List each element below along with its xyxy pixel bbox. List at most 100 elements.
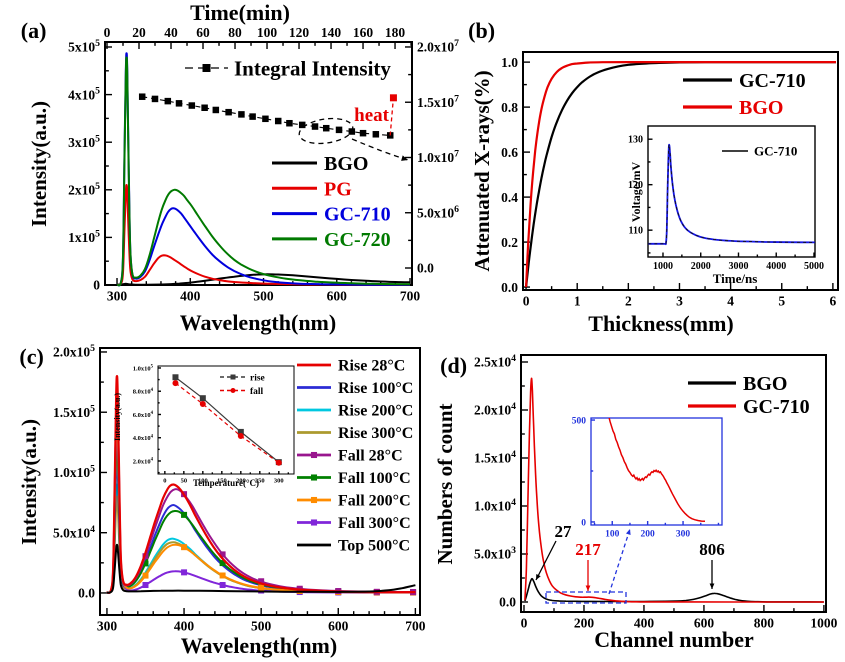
tick-label: 400 xyxy=(174,619,195,634)
series-gc-710-fit xyxy=(648,144,815,245)
tick-label: 60 xyxy=(196,25,210,40)
series-top-500c xyxy=(106,543,416,594)
tick-label: 400 xyxy=(180,289,201,304)
legend-label-rise-28-c: Rise 28°C xyxy=(338,358,405,375)
tick-label: 1.0x107 xyxy=(417,149,459,166)
legend-label-rise-200-c: Rise 200°C xyxy=(338,403,413,420)
series-fall xyxy=(172,380,282,466)
tick-label: 200 xyxy=(236,478,246,485)
tick-label: 1000 xyxy=(653,261,673,272)
series-line xyxy=(106,543,416,594)
tick-label: 0.8 xyxy=(501,100,518,115)
data-marker xyxy=(199,401,206,408)
legend-label-gc-710: GC-710 xyxy=(743,396,810,418)
tick-label: 4x105 xyxy=(68,86,100,103)
tick-label: 1.0x105 xyxy=(53,464,95,481)
panel-b-inset: 1000 2000 3000 4000 5000 110 120 130 Time/ns Volt… xyxy=(628,125,824,286)
plot-border xyxy=(157,365,295,475)
tick-label: 100 xyxy=(198,478,208,485)
annotation-ellipse xyxy=(298,117,354,145)
tick-label: 50 xyxy=(181,478,188,485)
tick-label: 40 xyxy=(164,25,178,40)
data-marker xyxy=(258,578,265,585)
tick-label: 0 xyxy=(93,278,100,293)
tick-label: 5.0x104 xyxy=(53,524,95,541)
legend: Rise 28°C Rise 100°C Rise 200°C Rise 300°C F… xyxy=(297,358,413,555)
series-gc-710-pulse xyxy=(648,143,815,246)
series-bgo xyxy=(524,577,824,603)
legend-marker xyxy=(230,388,236,393)
tick-label: 0.6 xyxy=(501,145,518,160)
tick-label: 20 xyxy=(132,25,146,40)
tick-label: 500 xyxy=(572,416,587,426)
annotation-arrow xyxy=(608,528,631,595)
annotation-heat: heat xyxy=(354,105,390,126)
tick-label: 0 xyxy=(581,518,586,528)
series-rise-28c xyxy=(106,374,416,594)
tick-label: 400 xyxy=(634,616,655,631)
legend-label-bgo: BGO xyxy=(324,153,368,175)
tick-label: 2.0x104 xyxy=(133,458,154,466)
data-marker xyxy=(181,569,188,576)
legend-label-top-500-c: Top 500°C xyxy=(338,538,410,555)
series-line xyxy=(525,60,836,288)
plot-border xyxy=(522,51,839,291)
axis-title-left: Intensity(a.u.) xyxy=(17,419,41,545)
arrowhead xyxy=(585,585,591,591)
panel-b: 0 1 2 3 4 5 6 0.0 0.2 0.4 0.6 0.8 1.0 Thickness(mm) At… xyxy=(468,18,839,336)
data-marker xyxy=(237,432,244,439)
axis-title-top: Time(min) xyxy=(190,0,290,25)
data-marker xyxy=(181,544,188,551)
data-marker xyxy=(219,572,226,579)
data-marker xyxy=(199,395,206,402)
tick-label: 3000 xyxy=(728,261,748,272)
panel-label-b: (b) xyxy=(468,18,495,43)
series-line xyxy=(175,376,280,463)
tick-label: 300 xyxy=(676,530,691,540)
arrowhead xyxy=(536,574,541,580)
data-marker xyxy=(175,100,183,107)
tick-label: 1.5x107 xyxy=(417,93,459,110)
data-marker xyxy=(151,95,159,103)
tick-label: 5 xyxy=(778,294,785,309)
tick-label: 200 xyxy=(574,616,595,631)
data-marker xyxy=(286,119,293,127)
axis-title-bottom: Wavelength(nm) xyxy=(181,633,337,658)
tick-label: 100 xyxy=(257,25,278,40)
legend: rise fall xyxy=(220,373,265,397)
legend-label-rise: rise xyxy=(250,373,265,383)
axis-title-left: Attenuated X-rays(%) xyxy=(470,70,494,271)
legend-label-gc-720: GC-720 xyxy=(324,229,391,251)
series-heat-line xyxy=(389,97,395,136)
legend-label-fall: fall xyxy=(250,387,264,397)
tick-label: 80 xyxy=(228,25,242,40)
data-marker xyxy=(249,113,256,120)
tick-label: 700 xyxy=(400,289,421,304)
tick-label: 200 xyxy=(641,530,656,540)
tick-label: 6 xyxy=(830,294,837,309)
tick-label: 0 xyxy=(104,25,111,40)
tick-label: 500 xyxy=(251,619,272,634)
panel-d: 0 200 400 600 800 10000.05.0x1031.0x1041.5x10… xyxy=(433,353,838,652)
plot-border xyxy=(647,125,816,258)
tick-label: 2000 xyxy=(691,261,711,272)
tick-label: 110 xyxy=(629,226,643,237)
series-gc-710 xyxy=(525,60,836,288)
legend-marker xyxy=(310,519,318,526)
tick-label: 4.0x104 xyxy=(133,434,154,442)
series-line xyxy=(175,382,280,464)
data-marker xyxy=(188,102,196,109)
series-bgo xyxy=(116,273,411,286)
tick-label: 150 xyxy=(217,478,227,485)
tick-label: 8.0x104 xyxy=(133,388,154,396)
tick-label: 1x105 xyxy=(68,228,100,245)
tick-label: 300 xyxy=(97,619,118,634)
tick-label: 700 xyxy=(405,619,426,634)
legend-label-gc-710: GC-710 xyxy=(754,144,797,159)
tick-label: 2x105 xyxy=(68,181,100,198)
data-marker xyxy=(274,117,282,125)
data-marker xyxy=(181,511,188,518)
legend: BGO PG GC-710 GC-720 xyxy=(272,153,391,251)
legend-label-bgo: BGO xyxy=(743,373,787,395)
tick-label: 0.0 xyxy=(501,280,518,295)
